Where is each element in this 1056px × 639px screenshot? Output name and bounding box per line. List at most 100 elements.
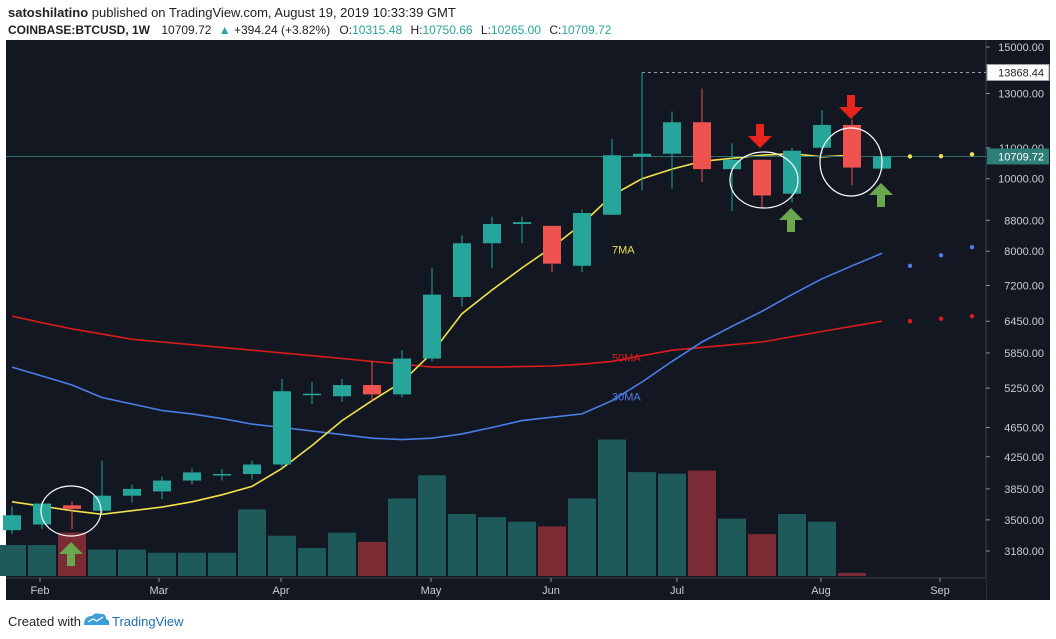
candle-body [123,488,141,496]
volume-bar [88,549,116,576]
volume-bar [448,514,476,576]
open-label: O: [339,23,352,37]
candle-body [243,464,261,475]
y-tick-label: 3850.00 [1004,484,1044,496]
buy-arrow-jul [779,208,803,232]
svg-text:satoshilatino published on Tra: satoshilatino published on TradingView.c… [8,5,456,20]
chart-header: satoshilatino published on TradingView.c… [8,5,612,37]
candle-body [453,243,471,297]
price-change: +394.24 (+3.82%) [234,23,330,37]
candle-body [273,391,291,465]
candle-body [3,515,21,531]
x-tick-label: Mar [150,585,169,597]
y-tick-label: 5850.00 [1004,348,1044,360]
volume-bar [358,541,386,576]
y-tick-label: 5250.00 [1004,383,1044,395]
projection-dot [907,154,913,159]
annotations [40,95,893,566]
x-tick-label: Apr [272,585,289,597]
ma30-line [11,252,883,441]
last-price-tag [987,148,1049,165]
y-tick-label: 6450.00 [1004,316,1044,328]
volume-bar [0,545,26,576]
volume-bar [748,534,776,576]
ma7-label: 7MA [612,244,635,256]
candle-body [603,155,621,215]
ma50-line [11,315,883,368]
candle-body [513,222,531,224]
cloud-icon [84,613,110,625]
y-tick-label: 4250.00 [1004,452,1044,464]
volume-bars [0,439,866,576]
volume-bar [418,475,446,576]
buy-arrow-feb [59,542,83,566]
highlight-circle [819,127,883,197]
volume-bar [658,473,686,576]
candle-body [573,212,591,266]
candle-body [363,385,381,395]
projection-dots [907,152,975,324]
tradingview-logo-icon[interactable] [84,613,110,625]
x-tick-label: Aug [811,585,831,597]
candle-body [633,153,651,157]
x-tick-label: Sep [930,585,950,597]
ma30-label: 30MA [612,392,641,404]
y-tick-label: 8800.00 [1004,215,1044,227]
candle-body [753,159,771,196]
buy-arrow-aug [869,183,893,207]
open-value: 10315.48 [352,23,402,37]
volume-bar [298,548,326,576]
volume-bar [508,521,536,576]
highlight-circle [729,151,799,209]
low-value: 10265.00 [491,23,541,37]
author-name[interactable]: satoshilatino [8,5,88,20]
arrow-up-icon [59,542,83,566]
candle-body [813,124,831,148]
price-axis[interactable] [986,40,1050,600]
axes: 3180.00 3500.00 3850.00 4250.00 4650.00 5250.… [6,42,1050,600]
candle-body [783,150,801,194]
candlesticks [3,72,891,535]
candle-body [153,480,171,492]
x-tick-label: Jul [670,585,684,597]
volume-bar [268,535,296,576]
candle-body [393,358,411,395]
volume-bar [568,498,596,576]
y-tick-label: 4650.00 [1004,423,1044,435]
high-marker-tag-label: 13868.44 [998,67,1044,79]
volume-bar [718,518,746,576]
x-tick-label: Feb [31,585,50,597]
volume-bar [208,552,236,576]
x-tick-label: May [421,585,442,597]
volume-bar [178,552,206,576]
candle-body [93,495,111,511]
high-marker-tag [986,63,1050,81]
y-tick-label: 3180.00 [1004,546,1044,558]
volume-bar [808,521,836,576]
candle-body [63,505,81,509]
projection-dot [938,153,944,159]
x-tick-label: Jun [542,585,560,597]
sell-arrow-jul [748,124,772,148]
candle-body [723,159,741,170]
y-tick-label: 7200.00 [1004,280,1044,292]
volume-bar [598,439,626,576]
projection-dot [907,319,913,324]
candle-body [33,503,51,525]
low-label: L: [481,23,491,37]
candle-body [693,122,711,170]
y-tick-label: 15000.00 [998,42,1044,54]
svg-text:COINBASE:BTCUSD, 1W 1070: COINBASE:BTCUSD, 1W 10709.72 ▲ +394.24 (… [8,23,612,37]
volume-bar [148,552,176,576]
plot-area[interactable] [6,40,986,600]
volume-bar [628,472,656,576]
sell-arrow-aug [839,95,863,119]
candle-body [303,393,321,396]
logo-line-icon [87,616,104,623]
footer-brand[interactable]: TradingView [112,614,184,629]
arrow-up-icon [869,183,893,207]
candle-body [333,385,351,397]
last-price: 10709.72 [161,23,211,37]
high-value: 10750.66 [423,23,473,37]
